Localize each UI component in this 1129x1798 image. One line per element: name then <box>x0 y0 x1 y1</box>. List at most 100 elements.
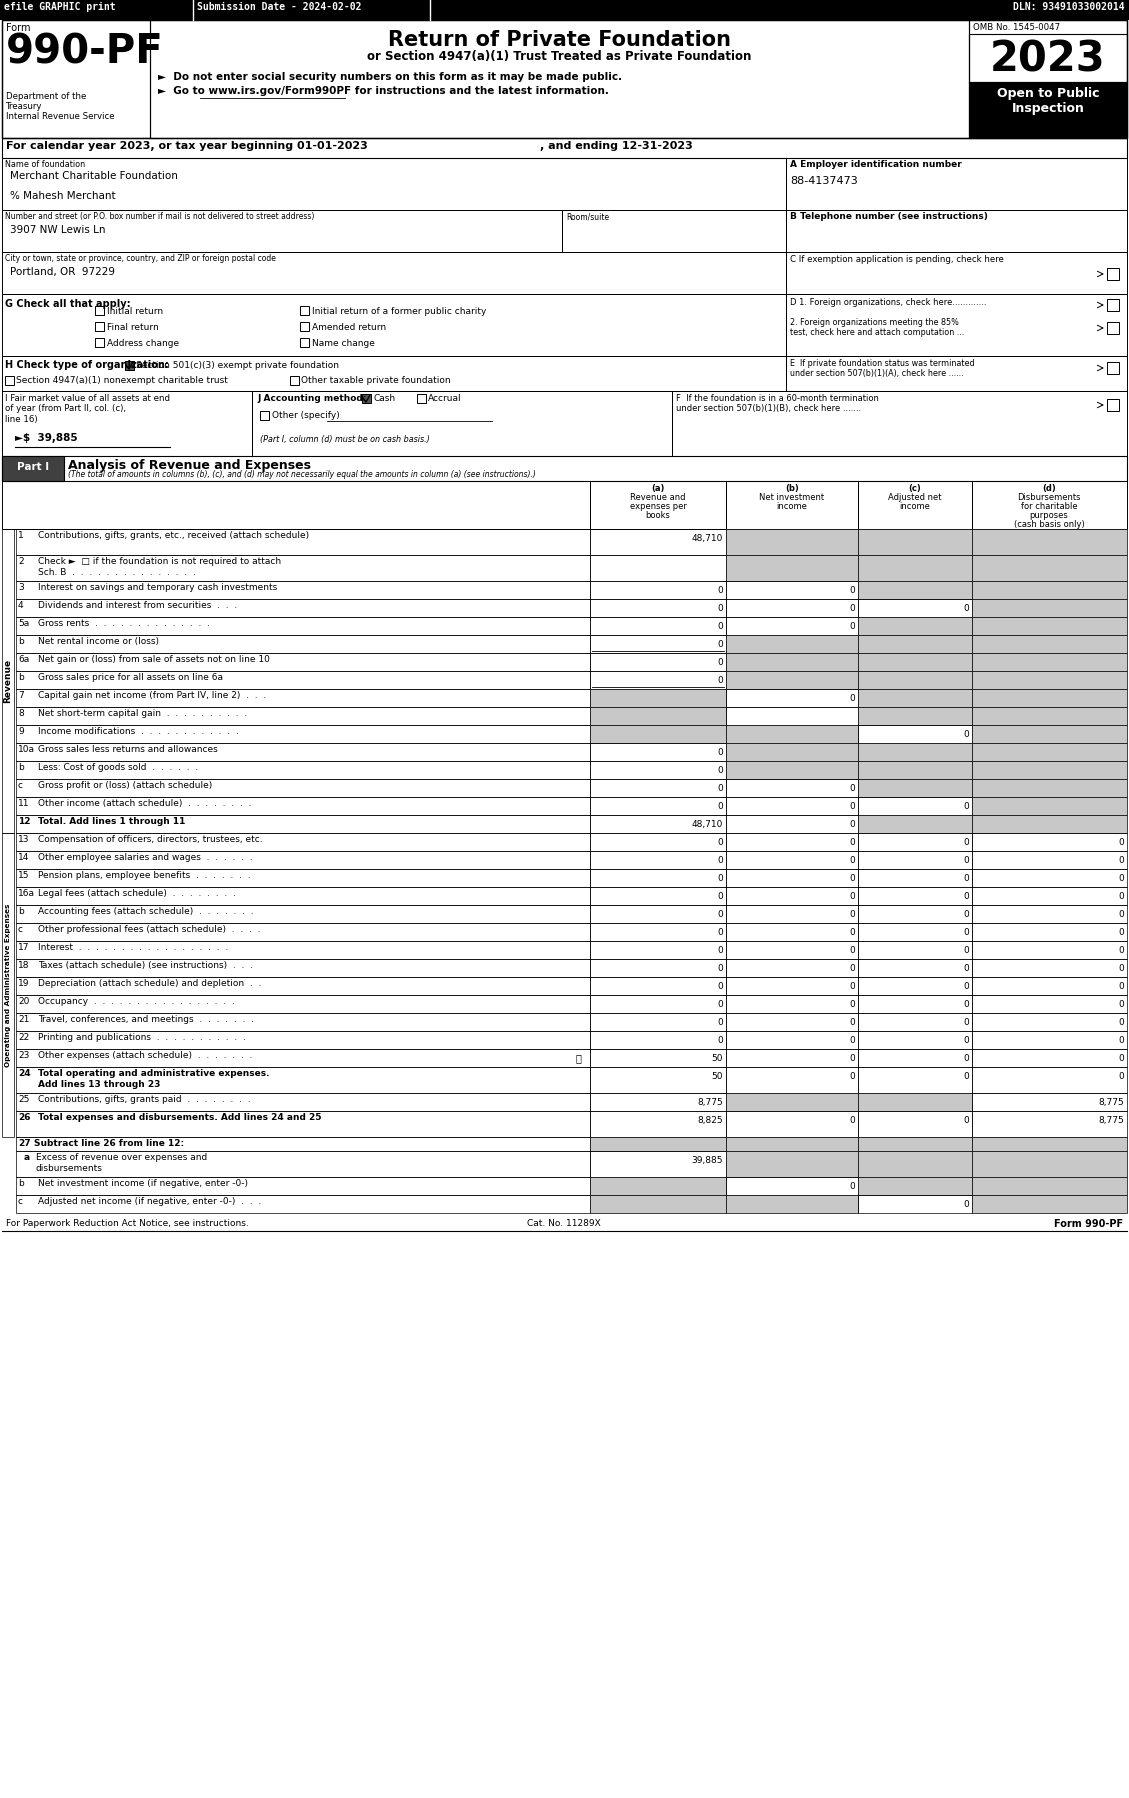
Text: Sch. B  .  .  .  .  .  .  .  .  .  .  .  .  .  .  .: Sch. B . . . . . . . . . . . . . . . <box>38 568 195 577</box>
Bar <box>16 814 590 832</box>
Bar <box>16 958 590 976</box>
Text: c: c <box>18 924 23 933</box>
Text: (c): (c) <box>909 484 921 493</box>
Text: 0: 0 <box>849 1054 855 1063</box>
Text: Interest  .  .  .  .  .  .  .  .  .  .  .  .  .  .  .  .  .  .: Interest . . . . . . . . . . . . . . . .… <box>38 942 228 951</box>
Text: 0: 0 <box>717 1018 723 1027</box>
Bar <box>726 976 858 994</box>
Text: 26: 26 <box>18 1113 30 1122</box>
Text: 6a: 6a <box>18 654 29 663</box>
Bar <box>362 394 371 403</box>
Text: 39,885: 39,885 <box>691 1156 723 1165</box>
Bar <box>16 904 590 922</box>
Bar <box>1108 298 1119 311</box>
Text: 0: 0 <box>963 838 969 847</box>
Text: Net rental income or (loss): Net rental income or (loss) <box>38 636 159 645</box>
Text: Total. Add lines 1 through 11: Total. Add lines 1 through 11 <box>38 816 185 825</box>
Text: Gross profit or (loss) (attach schedule): Gross profit or (loss) (attach schedule) <box>38 780 212 789</box>
Bar <box>726 581 858 599</box>
Bar <box>786 210 1127 252</box>
Text: 0: 0 <box>963 964 969 973</box>
Text: 8,775: 8,775 <box>1099 1099 1124 1108</box>
Text: Depreciation (attach schedule) and depletion  .  .: Depreciation (attach schedule) and deple… <box>38 978 262 987</box>
Text: 0: 0 <box>717 838 723 847</box>
Text: 2. Foreign organizations meeting the 85%
test, check here and attach computation: 2. Foreign organizations meeting the 85%… <box>790 318 964 338</box>
Bar <box>16 671 590 689</box>
Bar <box>858 958 972 976</box>
Text: F  If the foundation is in a 60-month termination
under section 507(b)(1)(B), ch: F If the foundation is in a 60-month ter… <box>676 394 878 414</box>
Bar <box>972 635 1127 653</box>
Bar <box>858 1030 972 1048</box>
Text: Accrual: Accrual <box>428 394 462 403</box>
Text: 0: 0 <box>849 982 855 991</box>
Bar <box>726 1178 858 1196</box>
Text: Gross rents  .  .  .  .  .  .  .  .  .  .  .  .  .  .: Gross rents . . . . . . . . . . . . . . <box>38 619 210 628</box>
Bar <box>16 1111 590 1136</box>
Bar <box>590 1136 726 1151</box>
Text: 50: 50 <box>711 1072 723 1081</box>
Bar <box>16 599 590 617</box>
Text: A Employer identification number: A Employer identification number <box>790 160 962 169</box>
Text: Legal fees (attach schedule)  .  .  .  .  .  .  .  .: Legal fees (attach schedule) . . . . . .… <box>38 888 236 897</box>
Text: E  If private foundation status was terminated
under section 507(b)(1)(A), check: E If private foundation status was termi… <box>790 360 974 378</box>
Bar <box>726 743 858 761</box>
Bar <box>858 976 972 994</box>
Bar <box>858 922 972 940</box>
Bar <box>858 725 972 743</box>
Bar <box>590 1151 726 1178</box>
Bar <box>1108 399 1119 412</box>
Text: 0: 0 <box>1118 874 1124 883</box>
Text: 0: 0 <box>963 802 969 811</box>
Bar <box>16 976 590 994</box>
Text: Number and street (or P.O. box number if mail is not delivered to street address: Number and street (or P.O. box number if… <box>5 212 314 221</box>
Bar <box>858 743 972 761</box>
Bar <box>972 761 1127 779</box>
Text: 0: 0 <box>717 604 723 613</box>
Bar <box>726 1151 858 1178</box>
Text: 0: 0 <box>963 1054 969 1063</box>
Bar <box>858 904 972 922</box>
Text: Adjusted net: Adjusted net <box>889 493 942 502</box>
Bar <box>726 1048 858 1066</box>
Text: Contributions, gifts, grants, etc., received (attach schedule): Contributions, gifts, grants, etc., rece… <box>38 530 309 539</box>
Bar <box>590 761 726 779</box>
Bar <box>726 761 858 779</box>
Text: 0: 0 <box>849 784 855 793</box>
Bar <box>16 689 590 707</box>
Bar <box>972 1178 1127 1196</box>
Bar <box>786 158 1127 210</box>
Text: or Section 4947(a)(1) Trust Treated as Private Foundation: or Section 4947(a)(1) Trust Treated as P… <box>367 50 751 63</box>
Text: Other (specify): Other (specify) <box>272 412 340 421</box>
Bar <box>858 797 972 814</box>
Bar <box>972 1066 1127 1093</box>
Bar <box>972 653 1127 671</box>
Text: 48,710: 48,710 <box>692 820 723 829</box>
Text: 0: 0 <box>717 856 723 865</box>
Text: (d): (d) <box>1042 484 1056 493</box>
Text: Other income (attach schedule)  .  .  .  .  .  .  .  .: Other income (attach schedule) . . . . .… <box>38 798 252 807</box>
Text: Name of foundation: Name of foundation <box>5 160 85 169</box>
Bar <box>16 886 590 904</box>
Bar <box>726 1111 858 1136</box>
Text: 0: 0 <box>717 766 723 775</box>
Bar <box>726 1012 858 1030</box>
Text: 0: 0 <box>849 964 855 973</box>
Text: Excess of revenue over expenses and: Excess of revenue over expenses and <box>36 1153 208 1162</box>
Text: Open to Public: Open to Public <box>997 86 1100 101</box>
Bar <box>2 295 786 356</box>
Text: c: c <box>18 780 23 789</box>
Text: 0: 0 <box>849 604 855 613</box>
Text: Contributions, gifts, grants paid  .  .  .  .  .  .  .  .: Contributions, gifts, grants paid . . . … <box>38 1095 251 1104</box>
Text: 0: 0 <box>849 1036 855 1045</box>
Text: 23: 23 <box>18 1052 29 1061</box>
Text: 17: 17 <box>18 942 29 951</box>
Text: Net gain or (loss) from sale of assets not on line 10: Net gain or (loss) from sale of assets n… <box>38 654 270 663</box>
Bar <box>2 457 1127 482</box>
Text: 0: 0 <box>717 874 723 883</box>
Text: 0: 0 <box>717 982 723 991</box>
Text: Gross sales price for all assets on line 6a: Gross sales price for all assets on line… <box>38 672 224 681</box>
Text: Section 4947(a)(1) nonexempt charitable trust: Section 4947(a)(1) nonexempt charitable … <box>16 376 228 385</box>
Text: , and ending 12-31-2023: , and ending 12-31-2023 <box>540 140 693 151</box>
Bar <box>2 158 786 210</box>
Bar <box>972 994 1127 1012</box>
